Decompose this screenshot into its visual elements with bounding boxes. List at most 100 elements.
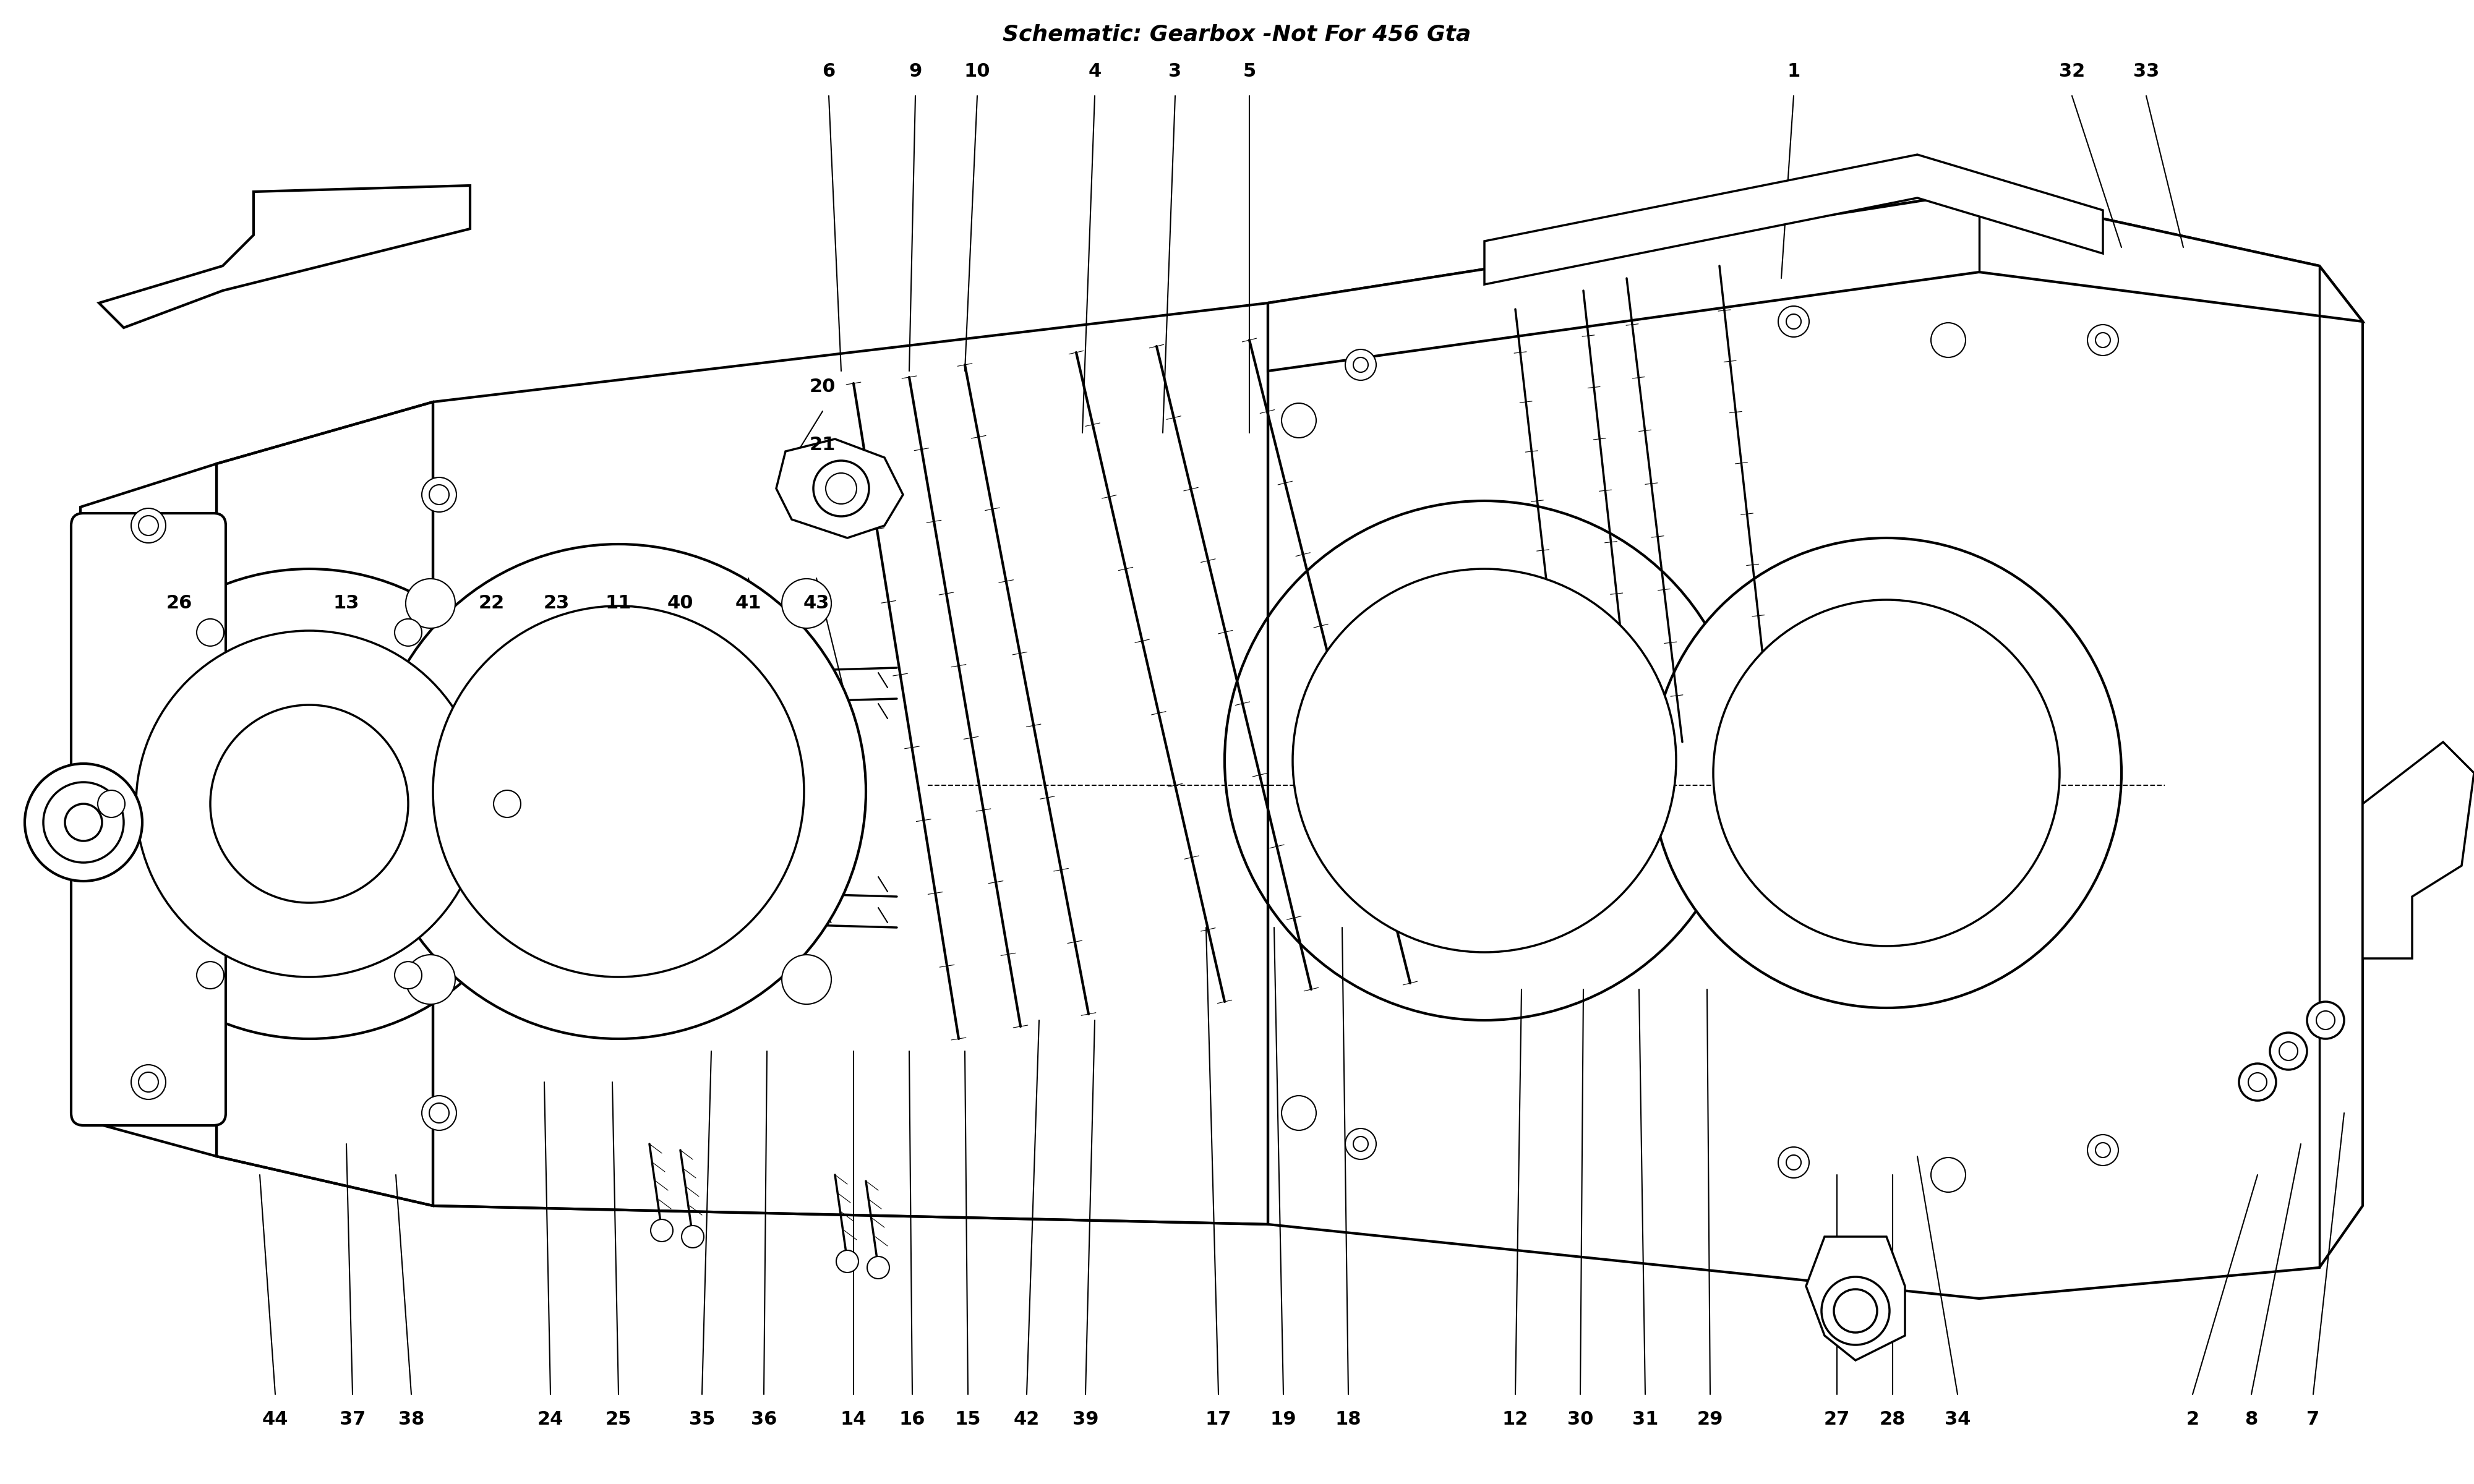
- Text: 11: 11: [606, 594, 631, 611]
- Text: 40: 40: [668, 594, 693, 611]
- Polygon shape: [1267, 191, 2363, 1298]
- Circle shape: [1282, 404, 1316, 438]
- Text: 7: 7: [2306, 1410, 2321, 1428]
- Polygon shape: [1484, 154, 2103, 285]
- Circle shape: [139, 515, 158, 536]
- Circle shape: [2249, 1073, 2266, 1091]
- Circle shape: [430, 485, 450, 505]
- Text: 9: 9: [908, 62, 923, 80]
- Circle shape: [1346, 1128, 1376, 1159]
- Text: 8: 8: [2244, 1410, 2259, 1428]
- Circle shape: [683, 1226, 705, 1248]
- Text: 5: 5: [1242, 62, 1257, 80]
- Circle shape: [45, 782, 124, 862]
- Text: 33: 33: [2133, 62, 2160, 80]
- Polygon shape: [433, 303, 1267, 1224]
- Text: Schematic: Gearbox -Not For 456 Gta: Schematic: Gearbox -Not For 456 Gta: [1002, 24, 1472, 45]
- Text: 43: 43: [804, 594, 829, 611]
- Circle shape: [393, 619, 421, 646]
- Circle shape: [826, 473, 856, 505]
- Circle shape: [2095, 1143, 2110, 1158]
- Circle shape: [1786, 1155, 1801, 1169]
- Circle shape: [651, 1220, 673, 1242]
- Circle shape: [1779, 306, 1808, 337]
- Circle shape: [210, 705, 408, 902]
- Circle shape: [1653, 537, 2123, 1008]
- Text: 18: 18: [1336, 1410, 1361, 1428]
- Circle shape: [782, 954, 831, 1005]
- Text: 20: 20: [809, 377, 836, 395]
- Text: 15: 15: [955, 1410, 982, 1428]
- Circle shape: [1353, 358, 1368, 372]
- Circle shape: [1779, 1147, 1808, 1178]
- Circle shape: [396, 962, 421, 988]
- Text: 4: 4: [1089, 62, 1101, 80]
- Circle shape: [782, 579, 831, 628]
- Circle shape: [495, 789, 520, 818]
- Circle shape: [131, 508, 166, 543]
- Circle shape: [74, 568, 544, 1039]
- Text: 36: 36: [750, 1410, 777, 1428]
- Circle shape: [1346, 349, 1376, 380]
- Circle shape: [131, 1066, 166, 1100]
- Circle shape: [195, 619, 223, 646]
- Circle shape: [1930, 322, 1964, 358]
- Circle shape: [406, 579, 455, 628]
- Circle shape: [421, 1095, 455, 1131]
- Text: 2: 2: [2187, 1410, 2199, 1428]
- Text: 39: 39: [1071, 1410, 1098, 1428]
- Circle shape: [1282, 1095, 1316, 1131]
- Text: 25: 25: [606, 1410, 631, 1428]
- Text: 17: 17: [1205, 1410, 1232, 1428]
- Circle shape: [406, 954, 455, 1005]
- Circle shape: [2095, 332, 2110, 347]
- Circle shape: [198, 962, 225, 988]
- Circle shape: [433, 605, 804, 976]
- Polygon shape: [99, 186, 470, 328]
- Circle shape: [1712, 600, 2058, 947]
- Circle shape: [371, 545, 866, 1039]
- Text: 19: 19: [1269, 1410, 1296, 1428]
- Circle shape: [2306, 1002, 2345, 1039]
- FancyBboxPatch shape: [72, 513, 225, 1125]
- Circle shape: [2271, 1033, 2306, 1070]
- Polygon shape: [2363, 742, 2474, 959]
- Text: 37: 37: [339, 1410, 366, 1428]
- Text: 16: 16: [898, 1410, 925, 1428]
- Text: 13: 13: [334, 594, 359, 611]
- Text: 24: 24: [537, 1410, 564, 1428]
- Circle shape: [139, 1071, 158, 1092]
- Text: 26: 26: [166, 594, 193, 611]
- Text: 30: 30: [1566, 1410, 1593, 1428]
- Circle shape: [1353, 1137, 1368, 1152]
- Circle shape: [25, 764, 143, 881]
- Polygon shape: [1267, 191, 2363, 371]
- Circle shape: [2088, 325, 2118, 356]
- Circle shape: [2239, 1064, 2276, 1101]
- Text: 3: 3: [1168, 62, 1183, 80]
- Text: 12: 12: [1502, 1410, 1529, 1428]
- Circle shape: [2279, 1042, 2298, 1061]
- Text: 1: 1: [1786, 62, 1801, 80]
- Text: 41: 41: [735, 594, 762, 611]
- Text: 44: 44: [262, 1410, 289, 1428]
- Text: 28: 28: [1880, 1410, 1905, 1428]
- Text: 6: 6: [821, 62, 836, 80]
- Circle shape: [99, 789, 124, 818]
- Circle shape: [1786, 315, 1801, 329]
- Text: 38: 38: [398, 1410, 426, 1428]
- Circle shape: [1225, 500, 1744, 1021]
- Circle shape: [2088, 1135, 2118, 1165]
- Text: 35: 35: [688, 1410, 715, 1428]
- Text: 27: 27: [1823, 1410, 1851, 1428]
- Circle shape: [1291, 568, 1677, 953]
- Circle shape: [1821, 1276, 1890, 1345]
- Circle shape: [421, 478, 455, 512]
- Circle shape: [814, 460, 868, 516]
- Text: 23: 23: [544, 594, 569, 611]
- Text: 10: 10: [965, 62, 990, 80]
- Circle shape: [836, 1250, 858, 1272]
- Circle shape: [136, 631, 482, 976]
- Circle shape: [430, 1103, 450, 1123]
- Polygon shape: [777, 439, 903, 537]
